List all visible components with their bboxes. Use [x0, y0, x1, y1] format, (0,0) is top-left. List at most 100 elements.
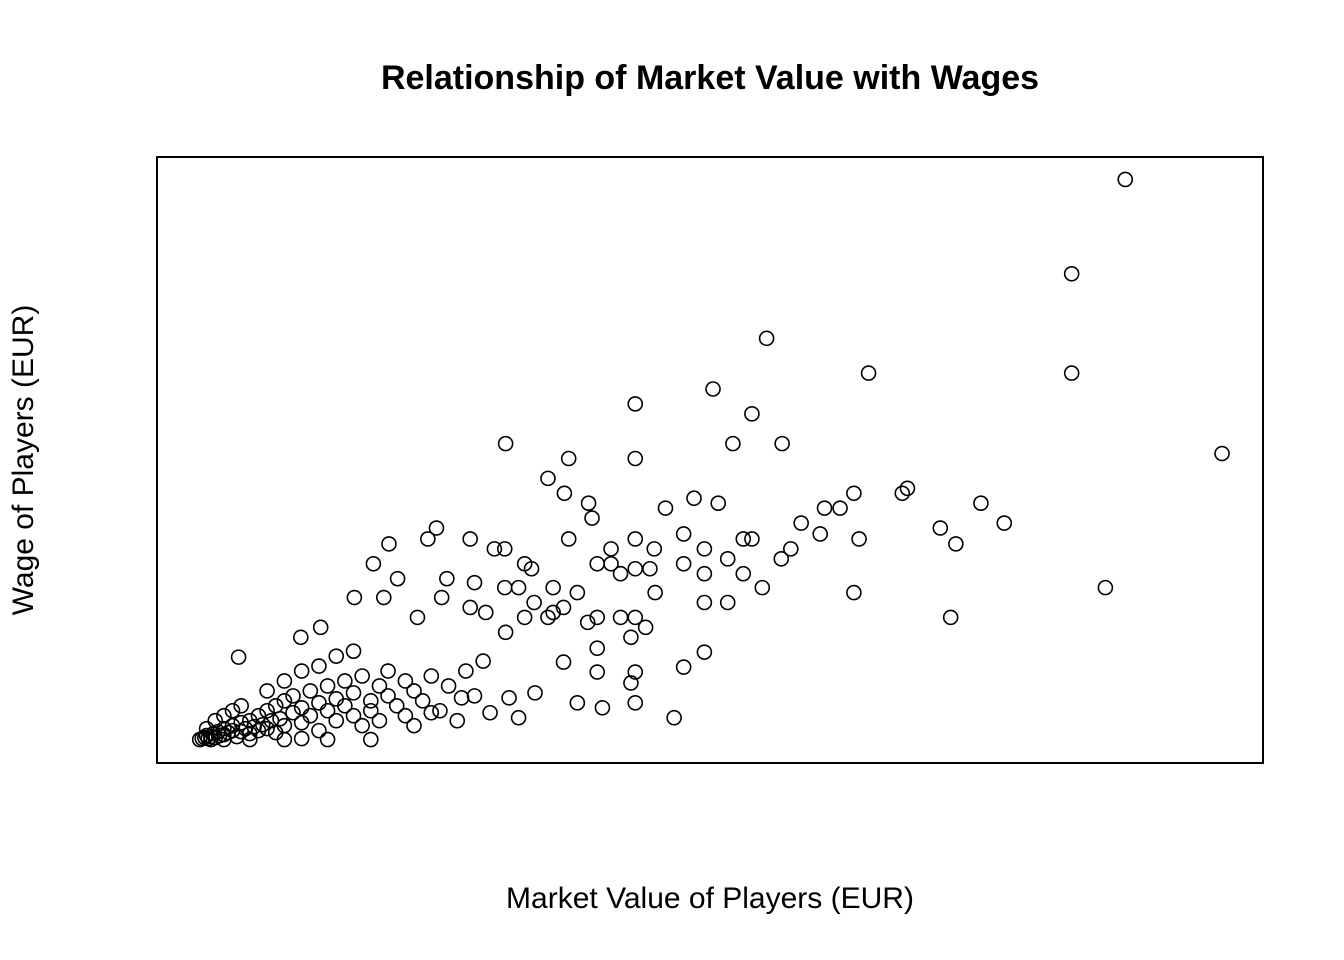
point [319, 678, 336, 694]
point [482, 704, 498, 721]
point [259, 702, 275, 719]
point [216, 731, 232, 748]
point [354, 717, 370, 734]
point [216, 707, 232, 724]
plot-frame [156, 156, 1264, 764]
point [345, 643, 362, 659]
point [293, 629, 309, 646]
point [589, 555, 606, 572]
chart-title: Relationship of Market Value with Wages [381, 59, 1039, 97]
point [773, 551, 790, 567]
point [276, 673, 293, 689]
point [501, 690, 517, 706]
point [328, 712, 345, 729]
point [510, 579, 527, 596]
point [816, 500, 833, 516]
point [497, 624, 514, 641]
point [233, 697, 249, 714]
point [627, 695, 644, 711]
point [381, 536, 397, 552]
point [293, 663, 310, 679]
point [705, 381, 721, 397]
point [380, 688, 396, 704]
point [285, 688, 301, 704]
point [406, 717, 422, 734]
point [725, 435, 741, 452]
point [580, 495, 597, 512]
point [302, 683, 319, 699]
point [710, 495, 727, 512]
point [1063, 265, 1080, 282]
point [1097, 579, 1114, 596]
point [496, 541, 513, 557]
point [735, 565, 752, 582]
point [612, 609, 629, 626]
point [646, 541, 663, 557]
point [302, 707, 319, 724]
point [627, 664, 644, 680]
point [389, 570, 406, 587]
point [666, 709, 682, 726]
point [311, 695, 327, 711]
point [293, 699, 310, 716]
point [259, 720, 275, 737]
point [477, 604, 494, 621]
point [276, 693, 293, 709]
point [375, 589, 392, 606]
point [496, 579, 513, 596]
point [675, 555, 692, 572]
point [783, 541, 799, 557]
point [560, 531, 577, 547]
point [560, 450, 577, 467]
point [346, 589, 363, 606]
point [453, 690, 470, 706]
point [758, 330, 775, 347]
point [328, 648, 345, 664]
point [942, 609, 959, 626]
point [627, 560, 644, 577]
point [527, 685, 543, 701]
point [556, 485, 573, 502]
point [371, 678, 388, 694]
point [345, 685, 362, 701]
point [462, 599, 478, 616]
point [851, 531, 867, 547]
point [475, 653, 491, 669]
point [439, 570, 455, 587]
point [354, 668, 370, 684]
point [569, 695, 586, 711]
point [319, 702, 336, 719]
point [774, 435, 790, 452]
point [380, 663, 396, 679]
point [319, 731, 336, 748]
point [545, 579, 561, 596]
point [696, 541, 713, 557]
point [216, 720, 232, 737]
point [627, 396, 644, 412]
point [433, 589, 450, 606]
point [555, 599, 572, 616]
point [224, 702, 241, 719]
point [516, 609, 533, 626]
point [589, 609, 606, 626]
point [388, 697, 405, 714]
point [337, 673, 353, 689]
point [846, 485, 862, 502]
point [744, 406, 760, 422]
point [812, 526, 828, 542]
point [428, 520, 445, 536]
point [293, 714, 310, 731]
point [696, 644, 713, 660]
point [466, 574, 483, 591]
point [793, 515, 809, 531]
point [637, 619, 654, 636]
point [363, 731, 379, 748]
point [696, 594, 713, 611]
point [242, 731, 258, 748]
point [627, 450, 644, 467]
point [311, 658, 327, 674]
point [584, 510, 600, 526]
point [932, 520, 949, 536]
point [409, 609, 426, 626]
